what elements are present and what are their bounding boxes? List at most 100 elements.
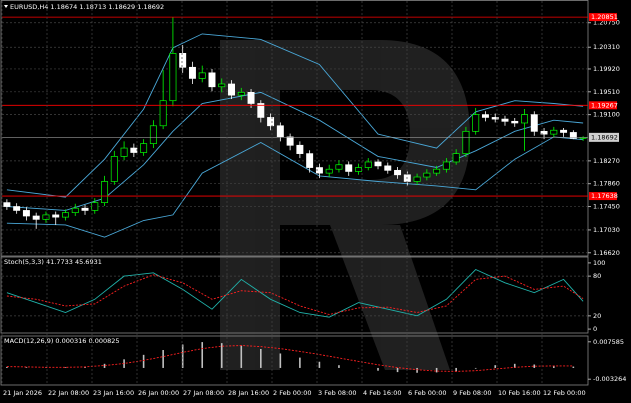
candle-body [433,168,441,174]
chart-title: EURUSD,H4 1.18674 1.18713 1.18629 1.1869… [10,3,164,11]
candle-body [540,130,548,135]
macd-bar [474,367,477,369]
macd-bar [181,344,184,368]
macd-bar [162,350,164,368]
candle-body [22,210,30,217]
candle-body [472,114,480,132]
candle-body [306,153,314,168]
macd-bar [553,365,555,368]
candle-body [228,83,235,96]
candle-body [110,156,118,182]
stoch-title: Stoch(5,3,3) 41.7733 45.6931 [4,258,102,266]
candle-body [188,66,196,79]
candle-body [521,114,528,124]
candle-body [91,202,99,211]
candle-body [501,118,509,122]
level-label: 1.17638 [591,192,618,200]
candle-body [3,202,11,207]
x-tick-label: 2 Feb 00:00 [273,389,312,397]
macd-bar [455,367,457,372]
macd-bar [396,367,399,373]
candle-body [491,117,499,120]
macd-bar [201,342,204,368]
band-upper [6,33,584,198]
candle-body [550,129,558,135]
candle-body [159,100,167,127]
candle-body [208,72,216,88]
candle-body [560,129,568,133]
candle-body [71,207,79,214]
macd-bar [299,357,301,368]
last-price-label: 1.18692 [591,133,618,141]
candle-body [364,161,372,168]
y-tick-label: 0 [593,325,597,333]
macd-title: MACD(12,26,9) 0.000316 0.000825 [4,337,120,345]
y-tick-label: 1.19100 [593,111,620,119]
macd-bar [572,366,575,368]
y-tick-label: 80 [593,272,601,280]
candle-body [247,92,255,104]
candle-body [569,132,577,139]
x-tick-label: 22 Jan 08:00 [48,389,89,397]
y-tick-label: 20 [593,312,601,320]
band-middle [6,91,584,211]
level-tag [589,101,617,110]
candle-body [237,92,245,96]
macd-signal [6,345,574,372]
candle-body [179,53,187,68]
level-tag [589,13,617,22]
panel-frames [0,0,589,386]
y-tick-label: 1.19510 [593,88,620,96]
band-lower [6,136,584,238]
macd-bar [25,367,28,368]
candle-body [315,167,323,174]
level-tag [589,192,617,201]
candle-body [101,181,109,203]
level-label: 1.20851 [591,13,618,21]
x-tick-label: 3 Feb 08:00 [318,389,357,397]
x-tick-label: 9 Feb 08:00 [453,389,492,397]
last-price-tag [589,132,619,142]
x-tick-label: 12 Feb 00:00 [543,389,586,397]
y-tick-label: 1.17030 [593,226,620,234]
x-tick-label: 21 Jan 2026 [3,389,42,397]
candle-body [511,120,519,124]
stoch-line [6,268,584,318]
watermark [220,40,470,370]
macd-bar [260,348,262,368]
macd-bar [279,353,282,368]
candle-body [42,214,50,220]
macd-bar [318,361,321,368]
candle-body [384,165,392,171]
stoch-line [6,274,584,315]
candle-body [52,214,60,218]
candle-body [267,117,275,127]
y-tick-label: 1.16620 [593,249,620,257]
candle-body [355,167,362,172]
candle-body [462,130,470,154]
candle-body [140,143,148,153]
macd-bar [416,367,418,373]
macd-bar [338,365,340,368]
macd-bar [103,363,106,368]
candle-body [394,169,402,176]
candle-body [481,114,489,118]
candle-body [32,215,40,220]
y-tick-label: 1.18270 [593,157,620,165]
candle-body [218,83,226,88]
x-tick-label: 6 Feb 00:00 [408,389,447,397]
macd-bar [240,345,243,368]
y-tick-label: -0.003264 [593,375,626,383]
candle-body [130,147,138,153]
y-tick-label: 100 [593,259,605,267]
y-tick-label: 1.20750 [593,19,620,27]
y-tick-label: 1.19920 [593,65,620,73]
macd-bar [513,363,516,368]
macd-bar [220,343,223,368]
x-tick-label: 23 Jan 16:00 [93,389,134,397]
candle-body [345,164,353,172]
macd-bar [435,367,438,373]
candle-body [325,168,333,174]
candle-body [120,147,128,157]
